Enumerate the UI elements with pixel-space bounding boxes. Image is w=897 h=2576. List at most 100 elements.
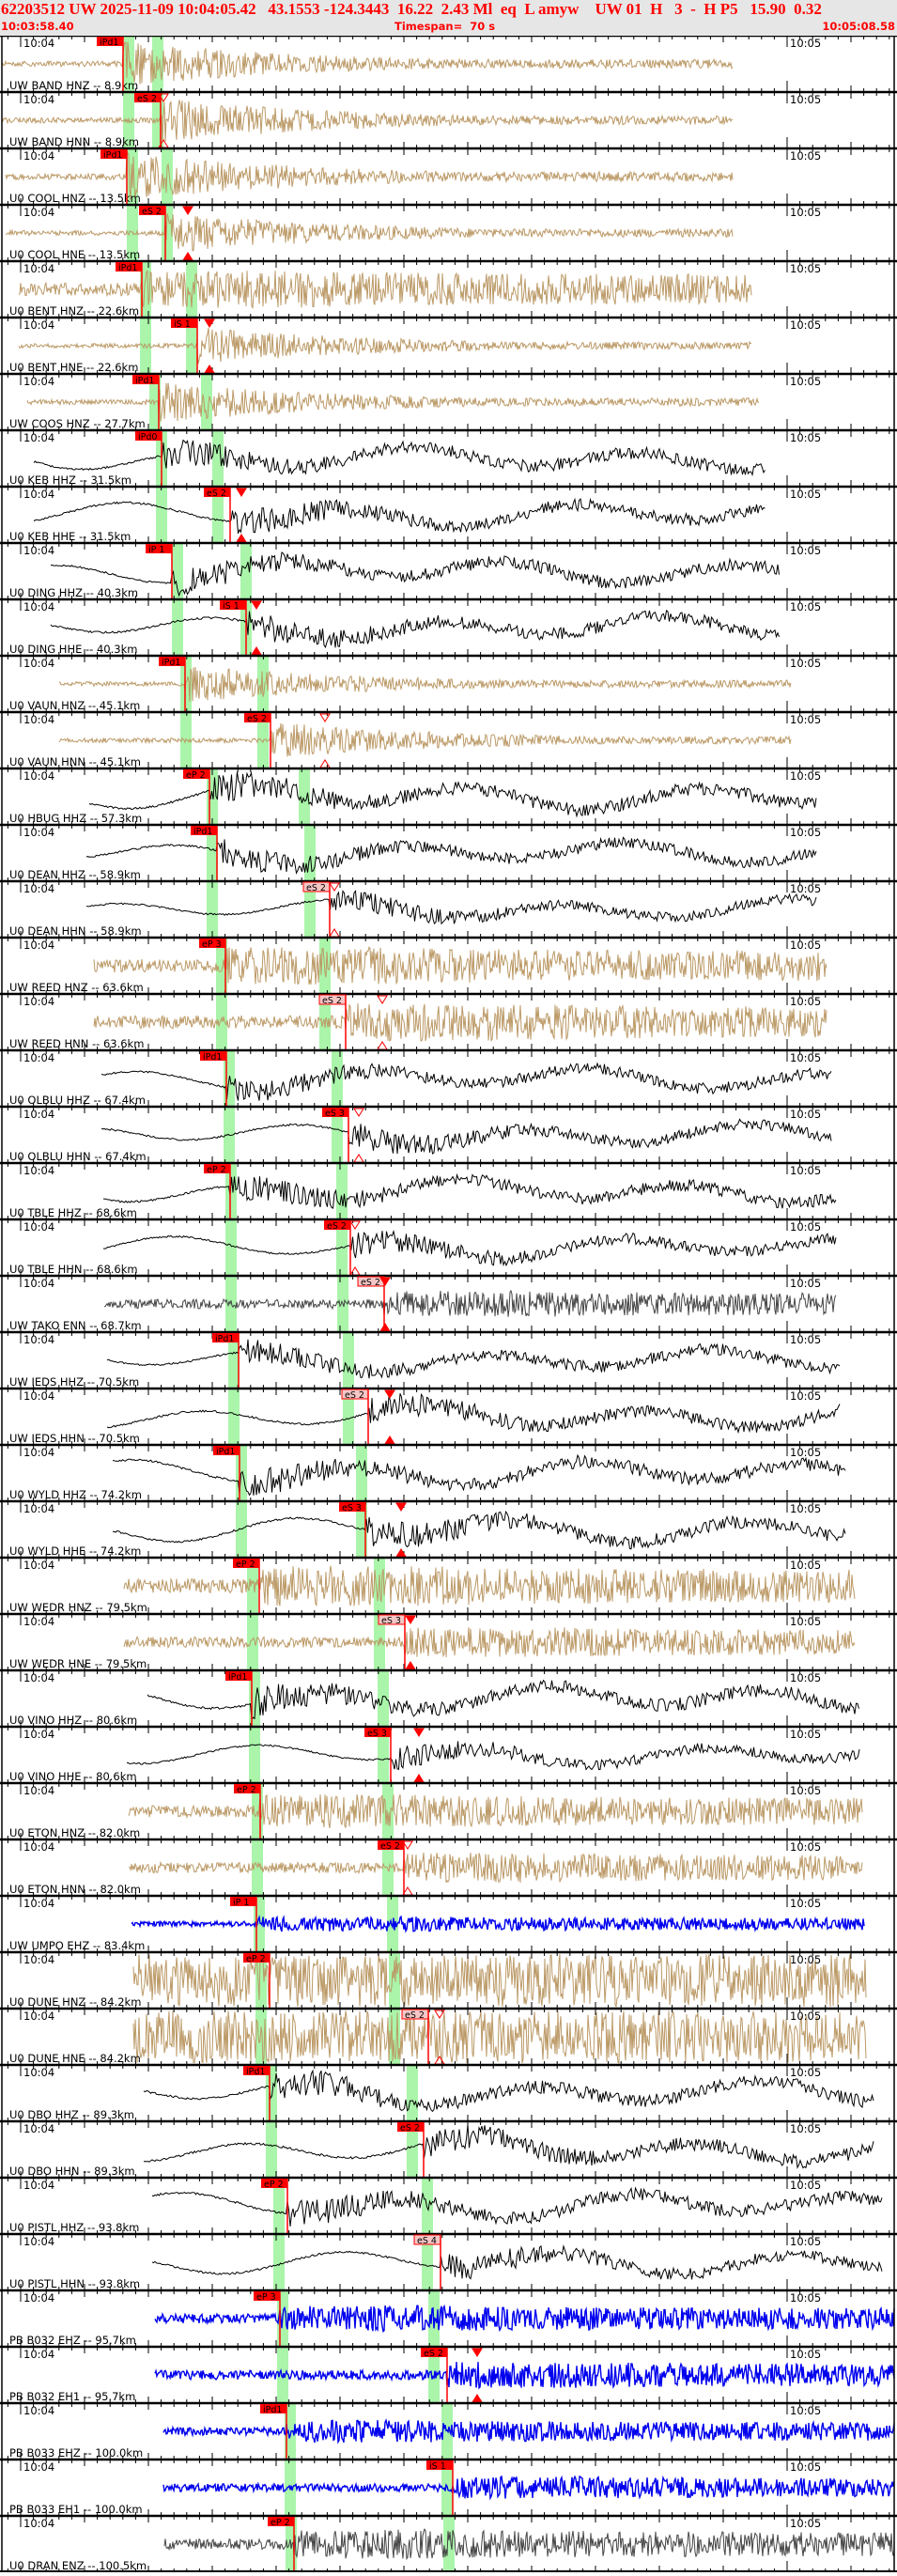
pick-flag[interactable] <box>225 1671 252 1681</box>
pick-flag[interactable] <box>243 1953 270 1963</box>
trace-row[interactable]: 10:04 10:05 U0 ETON HNZ -- 82.0km eP 2 <box>0 1781 897 1839</box>
trace-row[interactable]: 10:04 10:05 U0 KEB HHE -- 31.5km eS 2 <box>0 485 897 543</box>
trace-row[interactable]: 10:04 10:05 PB B032 EHZ -- 95.7km eP 3 <box>0 2289 897 2347</box>
trace-row[interactable]: 10:04 10:05 U0 DING HHZ -- 40.3km iP 1 <box>0 541 897 599</box>
trace-row[interactable]: 10:04 10:05 U0 KEB HHZ -- 31.5km iPd0 <box>0 428 897 487</box>
pick-flag[interactable] <box>191 826 217 835</box>
pick-flag[interactable] <box>230 1897 256 1906</box>
pick-label: iS 1 <box>429 2461 446 2472</box>
pick-flag[interactable] <box>426 2460 453 2470</box>
trace-row[interactable]: 10:04 10:05 U0 TBLE HHZ -- 68.6km eP 2 <box>0 1161 897 1219</box>
minute-label-right: 10:05 <box>790 2517 821 2530</box>
waveform <box>88 770 817 818</box>
pick-flag[interactable] <box>204 488 230 497</box>
trace-row[interactable]: 10:04 10:05 U0 OLBLU HHZ -- 67.4km iPd1 <box>0 1048 897 1107</box>
minute-label-right: 10:05 <box>790 826 821 839</box>
s-theory-band <box>343 1332 354 1389</box>
pick-flag[interactable] <box>212 1333 239 1342</box>
trace-row[interactable]: 10:04 10:05 UW IEDS HHN -- 70.5km eS 2 <box>0 1387 897 1445</box>
pick-flag[interactable] <box>261 2179 287 2188</box>
pick-flag[interactable] <box>254 2291 280 2301</box>
trace-row[interactable]: 10:04 10:05 UW WEDR HNZ -- 79.5km eP 2 <box>0 1556 897 1614</box>
pick-flag[interactable] <box>134 93 161 102</box>
pick-flag[interactable] <box>421 2348 447 2357</box>
pick-flag[interactable] <box>244 713 271 722</box>
trace-row[interactable]: 10:04 10:05 U0 VAUN HNZ -- 45.1km iPd1 <box>0 654 897 712</box>
trace-row[interactable]: 10:04 10:05 PB B033 EHZ -- 100.0km iPd1 <box>0 2401 897 2460</box>
trace-row[interactable]: 10:04 10:05 U0 DUNE HNZ -- 84.2km eP 2 <box>0 1950 897 2009</box>
trace-row[interactable]: 10:04 10:05 U0 DEAN HHZ -- 58.9km iPd1 <box>0 823 897 881</box>
pick-flag[interactable] <box>233 1559 259 1568</box>
pick-flag[interactable] <box>234 1784 260 1793</box>
trace-row[interactable]: 10:04 10:05 UW COOS HNZ -- 27.7km iPd1 <box>0 372 897 430</box>
pick-flag[interactable] <box>101 149 127 159</box>
pick-flag[interactable] <box>199 939 225 948</box>
pick-flag[interactable] <box>213 1446 240 1455</box>
trace-row[interactable]: 10:04 10:05 PB B032 EH1 -- 95.7km eS 2 <box>0 2345 897 2403</box>
pick-flag[interactable] <box>97 37 123 46</box>
pick-flag[interactable] <box>171 318 197 328</box>
pick-flag[interactable] <box>243 2066 270 2075</box>
pick-flag[interactable] <box>397 2122 424 2132</box>
pick-flag[interactable] <box>146 544 172 553</box>
trace-row[interactable]: 10:04 10:05 UW REED HNN -- 63.6km eS 2 <box>0 992 897 1050</box>
waveform <box>93 1002 827 1042</box>
trace-row[interactable]: 10:04 10:05 U0 DRAN ENZ -- 100.5km eP 2 <box>0 2514 897 2572</box>
trace-row[interactable]: 10:04 10:05 UW UMPO EHZ -- 83.4km iP 1 <box>0 1894 897 1952</box>
pick-flag[interactable] <box>364 1728 391 1737</box>
trace-row[interactable]: 10:04 10:05 U0 WYLD HHE -- 74.2km eS 3 <box>0 1499 897 1558</box>
minute-label-left: 10:04 <box>23 37 54 50</box>
trace-row[interactable]: 10:04 10:05 UW WEDR HNE -- 79.5km eS 3 <box>0 1612 897 1670</box>
minute-label-left: 10:04 <box>23 1333 54 1346</box>
minute-label-left: 10:04 <box>23 713 54 726</box>
pick-flag[interactable] <box>322 1108 348 1117</box>
trace-row[interactable]: 10:04 10:05 U0 VINO HHE -- 80.6km eS 3 <box>0 1725 897 1783</box>
trace-row[interactable]: 10:04 10:05 U0 BENT HNE -- 22.6km iS 1 <box>0 316 897 374</box>
pick-flag[interactable] <box>135 431 162 441</box>
pick-flag[interactable] <box>378 1840 404 1850</box>
pick-flag[interactable] <box>268 2517 294 2526</box>
amp-marker-top <box>329 882 340 892</box>
pick-flag[interactable] <box>183 769 209 779</box>
pick-flag[interactable] <box>116 262 142 272</box>
trace-row[interactable]: 10:04 10:05 U0 DBO HHN -- 89.3km eS 2 <box>0 2119 897 2178</box>
trace-row[interactable]: 10:04 10:05 U0 VAUN HNN -- 45.1km eS 2 <box>0 710 897 768</box>
seismogram-panel[interactable]: 10:04 10:05 UW BAND HNZ -- 8.9km iPd1 10:04 1… <box>0 34 897 2572</box>
trace-row[interactable]: 10:04 10:05 U0 HBUG HHZ -- 57.3km eP 2 <box>0 767 897 825</box>
trace-row[interactable]: 10:04 10:05 PB B033 EH1 -- 100.0km iS 1 <box>0 2458 897 2516</box>
pick-flag[interactable] <box>260 2404 286 2413</box>
trace-row[interactable]: 10:04 10:05 U0 DEAN HHN -- 58.9km eS 2 <box>0 879 897 938</box>
pick-flag[interactable] <box>132 375 159 384</box>
minute-label-left: 10:04 <box>23 431 54 444</box>
trace-row[interactable]: 10:04 10:05 U0 DBO HHZ -- 89.3km iPd1 <box>0 2063 897 2121</box>
pick-flag[interactable] <box>339 1502 365 1512</box>
pick-flag[interactable] <box>324 1220 350 1230</box>
trace-row[interactable]: 10:04 10:05 U0 PISTL HHN -- 93.8km eS 4 <box>0 2232 897 2290</box>
trace-row[interactable]: 10:04 10:05 U0 OLBLU HHN -- 67.4km eS 3 <box>0 1105 897 1163</box>
trace-row[interactable]: 10:04 10:05 U0 VINO HHZ -- 80.6km iPd1 <box>0 1668 897 1727</box>
trace-row[interactable]: 10:04 10:05 U0 BENT HNZ -- 22.6km iPd1 <box>0 259 897 318</box>
trace-row[interactable]: 10:04 10:05 U0 COOL HNZ -- 13.5km iPd1 <box>0 147 897 205</box>
trace-row[interactable]: 10:04 10:05 U0 DING HHE -- 40.3km iS 1 <box>0 597 897 656</box>
pick-flag[interactable] <box>204 1164 230 1173</box>
trace-row[interactable]: 10:04 10:05 U0 PISTL HHZ -- 93.8km eP 2 <box>0 2176 897 2234</box>
trace-row[interactable]: 10:04 10:05 UW TAKO ENN -- 68.7km eS 2 <box>0 1274 897 1332</box>
trace-row[interactable]: 10:04 10:05 UW BAND HNN -- 8.9km eS 2 <box>0 90 897 148</box>
waveform <box>162 2418 895 2444</box>
pick-flag[interactable] <box>220 600 246 610</box>
trace-row[interactable]: 10:04 10:05 U0 DUNE HNE -- 84.2km eS 2 <box>0 2007 897 2065</box>
trace-row[interactable]: 10:04 10:05 U0 COOL HNE -- 13.5km eS 2 <box>0 203 897 261</box>
pick-flag[interactable] <box>159 657 185 666</box>
pick-flag[interactable] <box>139 206 165 215</box>
p-theory-band <box>247 1614 258 1670</box>
amp-marker-bottom <box>384 1435 395 1445</box>
pick-flag[interactable] <box>200 1051 226 1061</box>
trace-row[interactable]: 10:04 10:05 UW REED HNZ -- 63.6km eP 3 <box>0 936 897 994</box>
trace-row[interactable]: 10:04 10:05 U0 TBLE HHN -- 68.6km eS 2 <box>0 1218 897 1276</box>
trace-row[interactable]: 10:04 10:05 UW BAND HNZ -- 8.9km iPd1 <box>0 34 897 92</box>
trace-row[interactable]: 10:04 10:05 U0 ETON HNN -- 82.0km eS 2 <box>0 1838 897 1896</box>
trace-row[interactable]: 10:04 10:05 U0 WYLD HHZ -- 74.2km iPd1 <box>0 1443 897 1501</box>
trace-row[interactable]: 10:04 10:05 UW IEDS HHZ -- 70.5km iPd1 <box>0 1330 897 1389</box>
channel-label: U0 DEAN HHN -- 58.9km <box>9 924 142 938</box>
